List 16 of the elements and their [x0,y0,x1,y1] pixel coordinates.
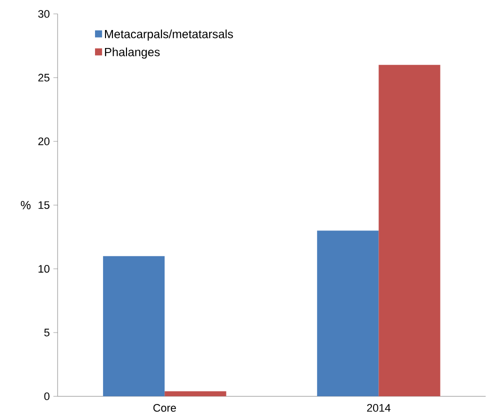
bar [164,391,226,396]
y-axis-title: % [20,200,31,210]
y-tick-label: 25 [38,74,50,82]
y-tick-label: 10 [38,264,50,273]
y-tick-label: 0 [44,392,50,400]
bar [103,256,165,396]
x-tick-label: 2014 [367,404,390,412]
legend-label: Phalanges [105,47,160,59]
bar [317,230,379,396]
bar [378,64,440,396]
x-tick-label: Core [153,404,176,412]
y-tick-label: 20 [38,137,50,146]
legend-label: Metacarpals/metatarsals [105,29,233,41]
y-tick-label: 30 [38,10,50,18]
y-tick-label: 15 [38,201,50,209]
y-tick-label: 5 [44,328,50,336]
